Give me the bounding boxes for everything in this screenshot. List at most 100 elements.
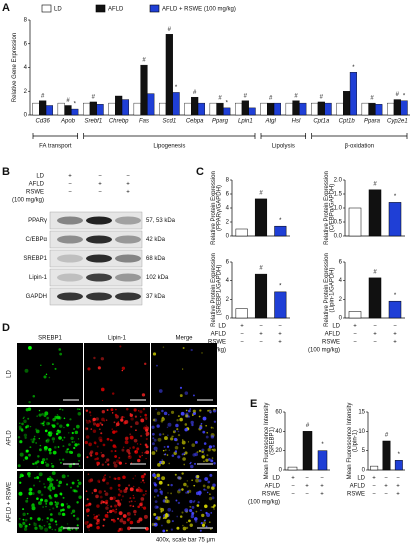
signal [123, 416, 126, 418]
signal [200, 423, 202, 425]
y-tick-label: 10 [358, 429, 365, 435]
size-label: 57, 53 kDa [146, 218, 176, 224]
signal [18, 491, 23, 496]
signal [99, 422, 102, 425]
signal [49, 475, 51, 478]
signal [93, 356, 96, 360]
signal [140, 474, 145, 479]
signal [129, 413, 132, 415]
signal [52, 450, 57, 455]
signal [182, 457, 186, 461]
signal [62, 445, 65, 448]
signal [51, 462, 53, 465]
signal [68, 443, 71, 446]
signal [84, 440, 88, 445]
condition-sign: + [68, 174, 72, 180]
signal [112, 444, 116, 448]
signal [45, 373, 48, 376]
signal [119, 345, 122, 348]
blot-band [57, 254, 83, 263]
blot-band [86, 292, 112, 301]
signal [42, 506, 44, 508]
signal [191, 506, 195, 509]
condition-sign: + [373, 332, 377, 338]
y-tick-label: 60 [275, 410, 282, 416]
signal [177, 434, 181, 437]
signal [39, 448, 42, 452]
signal [145, 457, 147, 460]
signal [72, 514, 76, 517]
group-label: Lipolysis [272, 144, 295, 150]
condition-sign: + [291, 476, 295, 482]
signal [191, 511, 194, 515]
signal [101, 399, 104, 402]
signal [102, 518, 106, 521]
signal [30, 438, 33, 441]
signal [45, 457, 49, 461]
signal [33, 522, 37, 527]
signal [90, 454, 93, 457]
signal [104, 461, 107, 463]
legend-label: AFLD + RSWE (100 mg/kg) [162, 7, 236, 13]
signal [157, 462, 161, 467]
condition-sign: − [396, 476, 400, 482]
signal [86, 524, 91, 529]
condition-sign: − [353, 340, 357, 346]
signal [112, 496, 116, 500]
signal [85, 435, 90, 439]
signal [100, 387, 105, 392]
signal [179, 417, 183, 422]
y-axis-label: (PPARγ/GAPDH) [217, 185, 223, 231]
signal [25, 499, 29, 503]
x-tick-label: Ppara [364, 119, 381, 125]
signal [181, 488, 184, 491]
signal [196, 504, 200, 507]
signal [201, 455, 205, 459]
x-tick-label: Atgl [264, 119, 276, 125]
signal [140, 497, 145, 501]
signal [201, 450, 204, 454]
signal [154, 505, 159, 509]
signal [114, 455, 118, 458]
caption: 400x, scale bar 75 μm [156, 538, 215, 544]
signal [93, 441, 97, 445]
signal [35, 429, 40, 434]
signal [157, 437, 162, 442]
signal [44, 499, 48, 503]
signal [199, 425, 201, 427]
bar [96, 104, 104, 116]
signal [162, 449, 165, 452]
signal [158, 389, 163, 393]
significance: # [218, 96, 222, 102]
signal [85, 510, 89, 513]
signal [167, 422, 172, 427]
signal [76, 424, 80, 429]
bar [361, 102, 369, 116]
blot-band [57, 216, 83, 225]
signal [190, 420, 194, 425]
signal [172, 435, 174, 438]
signal [140, 501, 143, 504]
significance: # [373, 181, 377, 187]
dose-label: (100 mg/kg) [248, 500, 280, 506]
signal [97, 366, 101, 370]
signal [95, 417, 99, 421]
condition-sign: + [393, 332, 397, 338]
condition-name: LD [218, 324, 226, 330]
signal [161, 524, 163, 527]
signal [88, 442, 92, 447]
signal [211, 486, 215, 490]
signal [51, 486, 56, 490]
signal [213, 508, 215, 510]
signal [36, 415, 38, 417]
legend-label: AFLD [108, 7, 124, 13]
signal [115, 508, 118, 511]
y-tick-label: 6 [24, 41, 28, 47]
signal [51, 471, 56, 476]
signal [100, 432, 103, 435]
signal [189, 523, 193, 527]
signal [154, 476, 157, 479]
signal [24, 524, 27, 527]
bar [388, 300, 402, 319]
signal [19, 481, 22, 484]
